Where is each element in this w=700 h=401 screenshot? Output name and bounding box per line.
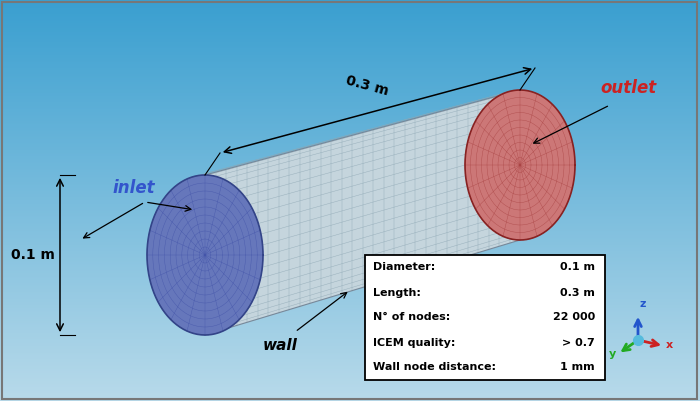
Text: y: y bbox=[609, 349, 616, 359]
Text: > 0.7: > 0.7 bbox=[562, 338, 595, 348]
Text: 0.3 m: 0.3 m bbox=[344, 74, 391, 99]
Text: 0.1 m: 0.1 m bbox=[560, 263, 595, 273]
Text: Diameter:: Diameter: bbox=[373, 263, 435, 273]
Text: outlet: outlet bbox=[600, 79, 657, 97]
FancyBboxPatch shape bbox=[365, 255, 605, 380]
Text: z: z bbox=[640, 299, 646, 309]
Text: Wall node distance:: Wall node distance: bbox=[373, 363, 496, 373]
Polygon shape bbox=[465, 90, 575, 240]
Text: Length:: Length: bbox=[373, 288, 421, 298]
Text: ICEM quality:: ICEM quality: bbox=[373, 338, 456, 348]
Text: wall: wall bbox=[262, 338, 298, 352]
Polygon shape bbox=[205, 90, 520, 335]
Text: x: x bbox=[666, 340, 673, 350]
Text: 1 mm: 1 mm bbox=[561, 363, 595, 373]
Polygon shape bbox=[147, 175, 263, 335]
Text: 0.3 m: 0.3 m bbox=[560, 288, 595, 298]
Text: inlet: inlet bbox=[112, 179, 155, 197]
Text: N° of nodes:: N° of nodes: bbox=[373, 312, 450, 322]
Text: 22 000: 22 000 bbox=[553, 312, 595, 322]
Text: 0.1 m: 0.1 m bbox=[11, 248, 55, 262]
